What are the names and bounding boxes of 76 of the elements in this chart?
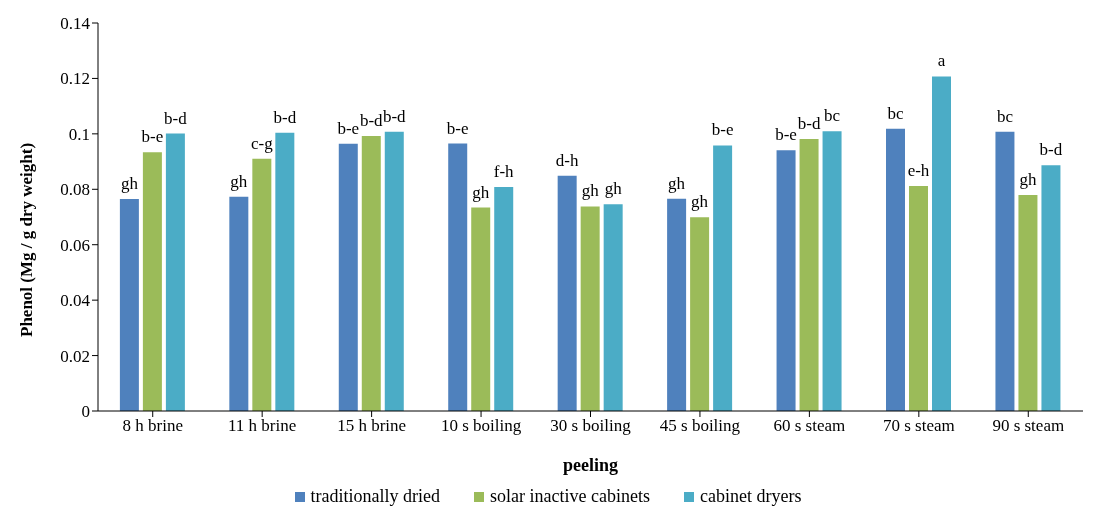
data-label: e-h (907, 160, 930, 180)
y-tick-label: 0.08 (60, 180, 90, 200)
data-label: bc (996, 106, 1014, 126)
data-label: b-d (1039, 140, 1063, 160)
bar (909, 185, 928, 411)
x-tick-label: 45 s boiling (659, 416, 741, 436)
y-tick-label: 0.1 (68, 124, 90, 144)
bar (165, 133, 185, 411)
y-tick-label: 0.12 (60, 69, 90, 89)
data-label: b-d (164, 108, 188, 128)
x-tick-label: 30 s boiling (550, 416, 632, 436)
x-tick-label: 70 s steam (882, 416, 955, 436)
y-tick-label: 0.04 (60, 291, 91, 311)
data-label: gh (581, 181, 600, 201)
y-tick-label: 0.02 (60, 346, 90, 366)
data-label: a (937, 51, 946, 71)
data-label: b-d (797, 114, 821, 134)
y-tick-label: 0.14 (60, 14, 91, 34)
bar (713, 145, 733, 411)
data-label: gh (1019, 170, 1037, 190)
bar (557, 175, 577, 411)
data-label: f-h (493, 162, 515, 182)
x-axis-title: peeling (562, 455, 619, 475)
bar (338, 143, 358, 411)
x-tick-label: 8 h brine (122, 416, 183, 436)
bar (886, 128, 905, 411)
x-tick-label: 11 h brine (228, 416, 297, 436)
bar (494, 187, 514, 411)
data-label: gh (691, 192, 709, 212)
x-tick-label: 10 s boiling (440, 416, 522, 436)
legend-label: solar inactive cabinets (489, 486, 650, 507)
data-label: b-e (141, 127, 164, 147)
legend-label: cabinet dryers (698, 486, 802, 507)
data-label: b-d (359, 111, 384, 131)
data-label: b-e (446, 118, 469, 138)
bar (932, 76, 951, 411)
bar (690, 217, 710, 411)
x-tick-label: 60 s steam (773, 416, 846, 436)
bar (448, 143, 468, 411)
data-label: bc (824, 106, 841, 126)
data-label: b-d (273, 107, 297, 127)
y-tick-label: 0.06 (60, 235, 90, 255)
bar (776, 150, 796, 411)
x-tick-label: 90 s steam (992, 416, 1065, 436)
data-label: bc (887, 103, 904, 123)
data-label: b-e (775, 125, 797, 145)
bar (1018, 195, 1038, 411)
data-label: gh (472, 182, 490, 202)
data-label: b-e (337, 118, 360, 138)
bar (799, 139, 819, 411)
bar (995, 131, 1015, 411)
bar (667, 198, 687, 411)
bar (229, 196, 249, 411)
bar (142, 152, 162, 411)
bar (471, 207, 491, 411)
data-label: gh (230, 171, 248, 191)
legend-label: traditionally dried (309, 486, 441, 507)
y-axis-title: Phenol (Mg / g dry weight) (17, 142, 37, 337)
bar (252, 158, 272, 411)
bar (822, 131, 842, 411)
bar (119, 198, 139, 411)
bar (580, 206, 600, 411)
x-tick-label: 15 h brine (337, 416, 407, 436)
bar (384, 131, 404, 411)
data-label: b-e (711, 120, 734, 140)
data-label: gh (604, 179, 623, 199)
data-label: gh (120, 173, 139, 193)
bar (361, 136, 381, 411)
y-tick-label: 0 (81, 402, 90, 422)
bar (1041, 165, 1061, 411)
data-label: d-h (555, 150, 579, 170)
bar (275, 132, 295, 411)
data-label: gh (668, 173, 686, 193)
data-label: c-g (250, 133, 274, 153)
bar (603, 204, 623, 411)
data-label: b-d (382, 106, 407, 126)
